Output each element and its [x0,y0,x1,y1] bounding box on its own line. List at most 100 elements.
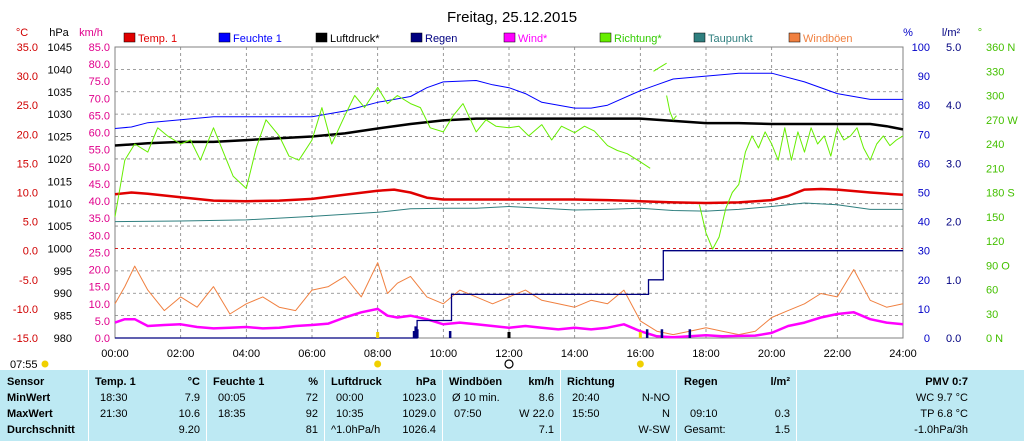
x-tick: 08:00 [364,348,392,360]
direction-tick: 180 S [986,188,1015,200]
header-gusts-unit: km/h [528,376,554,388]
pressure-max: 1029.0 [402,408,436,420]
gusts-max: W 22.0 [519,408,554,420]
direction-unit: ° [978,27,982,39]
wind-tick: 25.0 [89,247,110,259]
pressure-tick: 980 [54,333,72,345]
pressure-tick: 1010 [48,199,72,211]
temp-max-time: 21:30 [100,408,128,420]
series-line-windb-en [114,262,904,336]
legend-swatch [788,32,801,43]
x-tick: 10:00 [430,348,458,360]
rain-max: 0.3 [774,408,790,420]
series-line-feuchte-1 [114,72,903,129]
header-direction: Richtung [567,376,615,388]
direction-tick: 120 [986,236,1004,248]
series-line-regen [115,250,903,339]
rain-tick: 2.0 [946,217,961,229]
direction-tick: 240 [986,139,1004,151]
pressure-tick: 985 [54,311,72,323]
rain-bar [688,329,692,338]
humidity-min-time: 00:05 [218,392,246,404]
wind-tick: 85.0 [89,42,110,54]
direction-tick: 330 [986,66,1004,78]
rain-bar [416,329,419,338]
direction-tick: 30 [986,309,998,321]
wind-tick: 5.0 [95,316,110,328]
wind-unit: km/h [79,27,103,39]
pressure-tick: 1005 [48,221,72,233]
pressure-tick: 1040 [48,64,72,76]
row-max: MaxWert [7,408,53,420]
series-line-richtung [666,95,677,121]
legend-swatch [218,32,231,43]
humidity-tick: 40 [918,217,930,229]
humidity-tick: 30 [918,246,930,258]
temp-tick: 35.0 [17,42,38,54]
wind-tick: 55.0 [89,145,110,157]
legend: Temp. 1 Feuchte 1 Luftdruck* Regen Wind* Rich… [123,32,853,45]
direction-tick: 60 [986,285,998,297]
direction-max: N [662,408,670,420]
direction-tick: 90 O [986,260,1010,272]
rain-bar [414,326,417,338]
direction-avg: W-SW [638,424,670,436]
axis-ticks: 35.0 30.0 25.0 20.0 15.0 10.0 5.0 0.0 -5.0 -10.0 -… [10,42,1018,370]
noon-marker-icon [504,359,514,369]
pressure-tick: 995 [54,266,72,278]
legend-swatch [503,32,516,43]
axis-units: °C hPa km/h% l/m² ° [16,27,982,39]
temp-avg: 9.20 [178,424,200,436]
direction-min: N-NO [641,392,670,404]
series-line-richtung [698,127,904,250]
pressure-min: 1023.0 [402,392,436,404]
pressure-tick: 1015 [48,176,72,188]
rain-tick: 5.0 [946,42,961,54]
rain-bar [660,329,664,338]
legend-label: Regen [425,33,457,45]
pressure-unit: hPa [49,27,69,39]
pressure-tick: 1035 [48,87,72,99]
humidity-tick: 70 [918,129,930,141]
wind-tick: 40.0 [89,196,110,208]
sun-marker-icon [636,360,644,368]
rain-max-time: 09:10 [690,408,718,420]
wind-tick: 65.0 [89,110,110,122]
x-tick: 16:00 [627,348,655,360]
wind-tick: 45.0 [89,179,110,191]
temp-unit: °C [16,27,28,39]
rain-bar [645,329,649,338]
humidity-tick: 20 [918,275,930,287]
direction-tick: 270 W [986,115,1018,127]
wind-tick: 60.0 [89,128,110,140]
temp-tick: 10.0 [17,188,38,200]
humidity-max: 92 [305,408,318,420]
header-rain: Regen [684,376,718,388]
temp-tick: 15.0 [17,158,38,170]
x-tick: 24:00 [889,348,917,360]
temp-tick: -15.0 [13,333,38,345]
gusts-avg: 7.1 [538,424,554,436]
x-tick: 12:00 [495,348,523,360]
wind-tick: 80.0 [89,59,110,71]
x-tick: 18:00 [692,348,720,360]
pressure-avg: 1026.4 [402,424,436,436]
humidity-tick: 80 [918,100,930,112]
wind-tick: 10.0 [89,299,110,311]
legend-label: Windböen [803,33,853,45]
pressure-tick: 1020 [48,154,72,166]
wind-tick: 30.0 [89,230,110,242]
rain-unit: l/m² [942,27,961,39]
pressure-tick: 1045 [48,42,72,54]
temp-tick: 25.0 [17,100,38,112]
gusts-min: 8.6 [538,392,554,404]
header-gusts: Windböen [449,376,503,388]
humidity-tick: 90 [918,71,930,83]
legend-label: Wind* [518,33,548,45]
rain-total: 1.5 [774,424,790,436]
header-humidity-unit: % [308,376,318,388]
sun-marker-icon [41,360,49,368]
direction-tick: 0 N [986,333,1003,345]
row-min: MinWert [7,392,51,404]
grid [114,46,904,339]
